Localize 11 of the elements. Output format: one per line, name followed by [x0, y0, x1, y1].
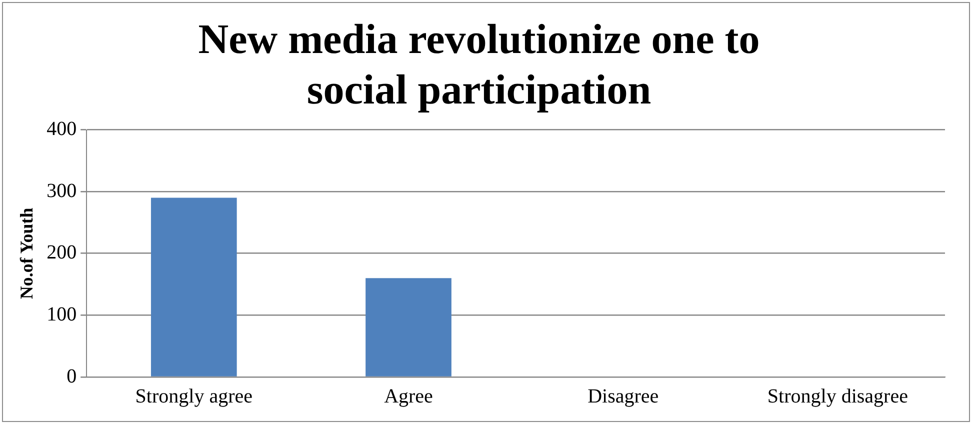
y-tick-label: 300	[46, 180, 77, 202]
y-tick-label: 400	[46, 118, 77, 140]
y-axis-title: No.of Youth	[16, 208, 36, 300]
x-tick-label: Agree	[384, 385, 434, 408]
x-tick-label: Disagree	[588, 385, 659, 408]
x-tick-label: Strongly disagree	[767, 385, 908, 408]
y-tick-label: 0	[66, 365, 77, 388]
y-tick-label: 200	[46, 242, 77, 264]
y-tick-label: 100	[46, 303, 77, 326]
x-tick-label: Strongly agree	[135, 385, 253, 408]
chart-title: New media revolutionize one to social participation	[198, 17, 760, 114]
